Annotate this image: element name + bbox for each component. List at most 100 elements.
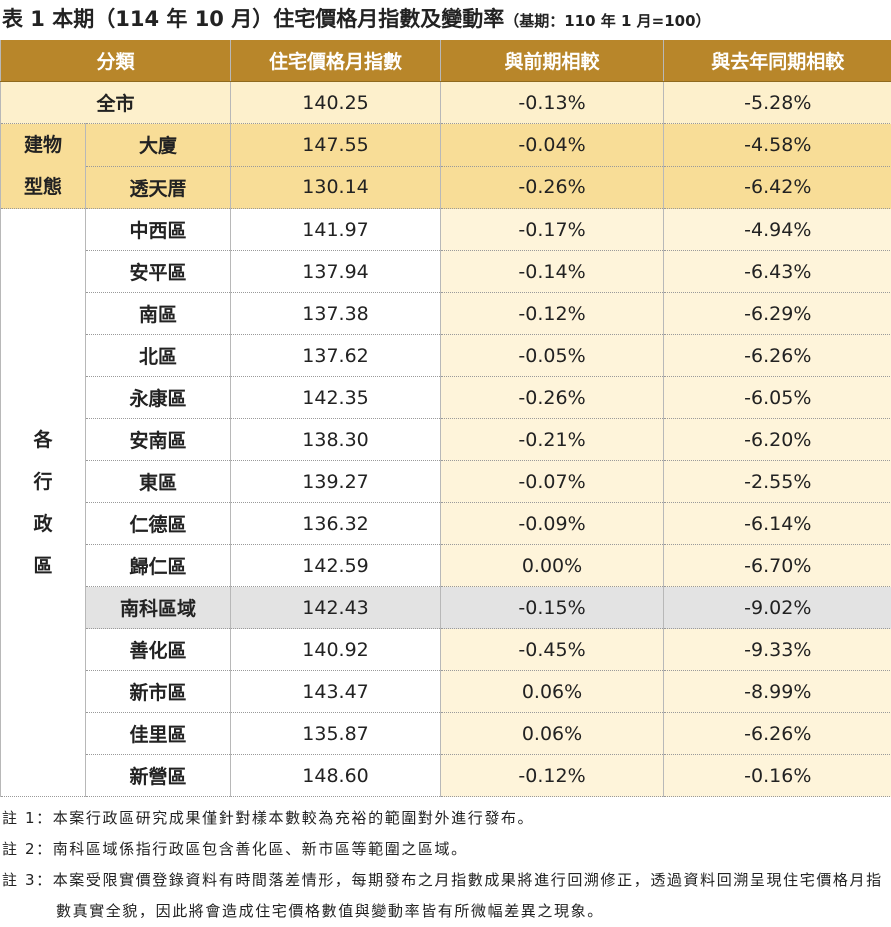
- yoy-change-cell: -6.26%: [664, 713, 891, 755]
- index-cell: 147.55: [231, 124, 441, 167]
- name-cell: 全市: [1, 82, 231, 124]
- notes: 註 1：本案行政區研究成果僅針對樣本數較為充裕的範圍對外進行發布。註 2：南科區…: [0, 803, 891, 927]
- index-cell: 137.62: [231, 335, 441, 377]
- mom-change-cell: 0.06%: [441, 671, 664, 713]
- group-cell: 各行政區: [1, 209, 86, 797]
- name-cell: 南科區域: [86, 587, 231, 629]
- header-row: 分類住宅價格月指數與前期相較與去年同期相較: [1, 40, 891, 82]
- yoy-change-cell: -9.33%: [664, 629, 891, 671]
- header-cell: 與前期相較: [441, 40, 664, 82]
- yoy-change-cell: -6.43%: [664, 251, 891, 293]
- header-cell: 與去年同期相較: [664, 40, 891, 82]
- yoy-change-cell: -5.28%: [664, 82, 891, 124]
- index-cell: 148.60: [231, 755, 441, 797]
- mom-change-cell: -0.07%: [441, 461, 664, 503]
- name-cell: 安平區: [86, 251, 231, 293]
- yoy-change-cell: -4.58%: [664, 124, 891, 167]
- title-bar: 表 1 本期（114 年 10 月）住宅價格月指數及變動率（基期：110 年 1…: [0, 0, 891, 40]
- index-cell: 138.30: [231, 419, 441, 461]
- group-label: 各行政區: [33, 419, 54, 587]
- mom-change-cell: -0.04%: [441, 124, 664, 167]
- name-cell: 安南區: [86, 419, 231, 461]
- mom-change-cell: -0.14%: [441, 251, 664, 293]
- yoy-change-cell: -6.05%: [664, 377, 891, 419]
- note: 註 3：本案受限實價登錄資料有時間落差情形，每期發布之月指數成果將進行回溯修正，…: [0, 865, 886, 927]
- name-cell: 東區: [86, 461, 231, 503]
- mom-change-cell: -0.17%: [441, 209, 664, 251]
- mom-change-cell: -0.21%: [441, 419, 664, 461]
- index-cell: 136.32: [231, 503, 441, 545]
- name-cell: 透天厝: [86, 166, 231, 209]
- name-cell: 新營區: [86, 755, 231, 797]
- index-cell: 130.14: [231, 166, 441, 209]
- mom-change-cell: -0.13%: [441, 82, 664, 124]
- name-cell: 善化區: [86, 629, 231, 671]
- group-cell: 建物型態: [1, 124, 86, 209]
- mom-change-cell: -0.26%: [441, 166, 664, 209]
- mom-change-cell: 0.00%: [441, 545, 664, 587]
- name-cell: 南區: [86, 293, 231, 335]
- yoy-change-cell: -6.70%: [664, 545, 891, 587]
- yoy-change-cell: -6.20%: [664, 419, 891, 461]
- yoy-change-cell: -6.14%: [664, 503, 891, 545]
- table-subtitle: （基期：110 年 1 月=100）: [504, 12, 710, 30]
- header-cell: 住宅價格月指數: [231, 40, 441, 82]
- index-cell: 137.38: [231, 293, 441, 335]
- index-cell: 137.94: [231, 251, 441, 293]
- mom-change-cell: -0.26%: [441, 377, 664, 419]
- mom-change-cell: -0.12%: [441, 293, 664, 335]
- mom-change-cell: -0.15%: [441, 587, 664, 629]
- name-cell: 佳里區: [86, 713, 231, 755]
- name-cell: 大廈: [86, 124, 231, 167]
- name-cell: 仁德區: [86, 503, 231, 545]
- mom-change-cell: -0.09%: [441, 503, 664, 545]
- yoy-change-cell: -8.99%: [664, 671, 891, 713]
- index-cell: 135.87: [231, 713, 441, 755]
- yoy-change-cell: -0.16%: [664, 755, 891, 797]
- note: 註 1：本案行政區研究成果僅針對樣本數較為充裕的範圍對外進行發布。: [0, 803, 886, 834]
- yoy-change-cell: -6.42%: [664, 166, 891, 209]
- index-cell: 141.97: [231, 209, 441, 251]
- note: 註 2：南科區域係指行政區包含善化區、新市區等範圍之區域。: [0, 834, 886, 865]
- yoy-change-cell: -6.29%: [664, 293, 891, 335]
- mom-change-cell: -0.12%: [441, 755, 664, 797]
- yoy-change-cell: -9.02%: [664, 587, 891, 629]
- index-cell: 143.47: [231, 671, 441, 713]
- index-cell: 139.27: [231, 461, 441, 503]
- header-cell: 分類: [1, 40, 231, 82]
- yoy-change-cell: -4.94%: [664, 209, 891, 251]
- yoy-change-cell: -6.26%: [664, 335, 891, 377]
- index-cell: 140.25: [231, 82, 441, 124]
- index-cell: 142.59: [231, 545, 441, 587]
- name-cell: 新市區: [86, 671, 231, 713]
- name-cell: 北區: [86, 335, 231, 377]
- name-cell: 永康區: [86, 377, 231, 419]
- index-cell: 140.92: [231, 629, 441, 671]
- group-label: 建物型態: [23, 124, 63, 208]
- name-cell: 中西區: [86, 209, 231, 251]
- mom-change-cell: -0.45%: [441, 629, 664, 671]
- index-cell: 142.43: [231, 587, 441, 629]
- mom-change-cell: -0.05%: [441, 335, 664, 377]
- table-title: 表 1 本期（114 年 10 月）住宅價格月指數及變動率: [2, 7, 504, 31]
- name-cell: 歸仁區: [86, 545, 231, 587]
- index-cell: 142.35: [231, 377, 441, 419]
